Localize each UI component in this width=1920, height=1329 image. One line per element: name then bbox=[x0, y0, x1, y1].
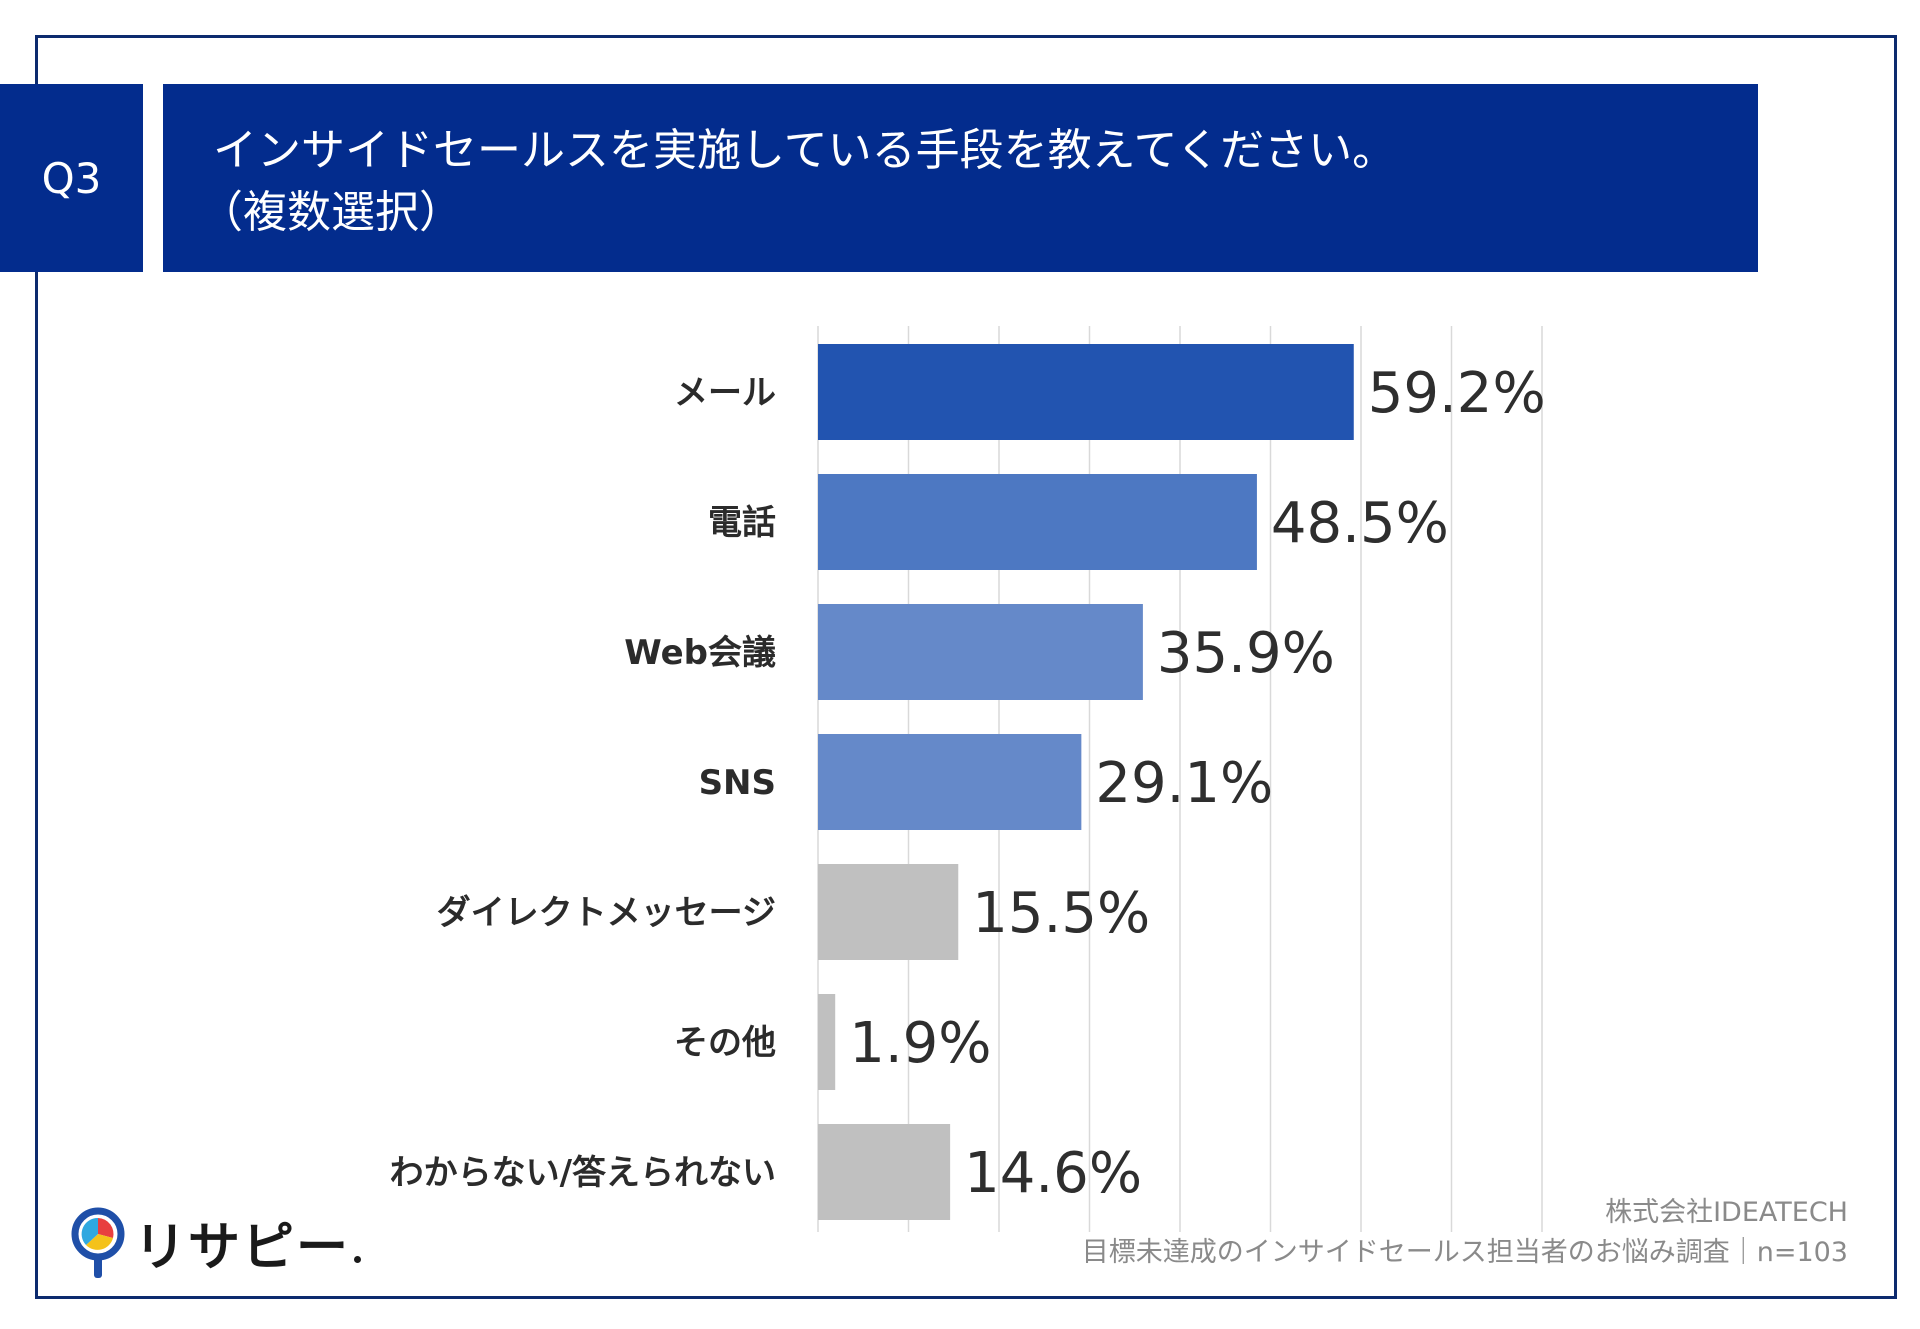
brand-name: リサピー bbox=[134, 1218, 351, 1278]
footer-survey: 目標未達成のインサイドセールス担当者のお悩み調査｜n=103 bbox=[1081, 1237, 1848, 1268]
value-label-4: 15.5% bbox=[972, 881, 1150, 946]
category-label-4: ダイレクトメッセージ bbox=[437, 893, 776, 933]
bar-3 bbox=[818, 734, 1082, 830]
value-label-6: 14.6% bbox=[964, 1141, 1142, 1206]
footer: 株式会社IDEATECH 目標未達成のインサイドセールス担当者のお悩み調査｜n=… bbox=[1082, 1193, 1848, 1273]
chart-frame bbox=[35, 35, 1897, 1299]
value-label-1: 48.5% bbox=[1271, 491, 1449, 556]
bar-5 bbox=[818, 994, 836, 1090]
bar-0 bbox=[818, 344, 1354, 440]
question-badge: Q3 bbox=[0, 84, 143, 272]
value-labels: 59.2% 48.5% 35.9% 29.1% 15.5% 1.9% 14.6% bbox=[849, 361, 1545, 1206]
bars bbox=[818, 344, 1354, 1220]
category-label-6: わからない/答えられない bbox=[390, 1153, 776, 1193]
bar-1 bbox=[818, 474, 1257, 570]
category-label-0: メール bbox=[674, 373, 776, 413]
question-header: インサイドセールスを実施している手段を教えてください。 （複数選択） bbox=[163, 84, 1758, 272]
bar-4 bbox=[818, 864, 959, 960]
category-label-5: その他 bbox=[674, 1023, 776, 1063]
footer-company: 株式会社IDEATECH bbox=[1605, 1197, 1848, 1228]
category-label-3: SNS bbox=[699, 763, 776, 803]
pin-icon bbox=[71, 1207, 125, 1278]
value-label-3: 29.1% bbox=[1095, 751, 1273, 816]
brand-dot bbox=[354, 1256, 362, 1263]
bar-6 bbox=[818, 1124, 951, 1220]
value-label-0: 59.2% bbox=[1368, 361, 1546, 426]
value-label-2: 35.9% bbox=[1157, 621, 1335, 686]
question-note: （複数選択） bbox=[199, 187, 463, 238]
category-label-2: Web会議 bbox=[624, 633, 776, 673]
value-label-5: 1.9% bbox=[849, 1011, 991, 1076]
bar-2 bbox=[818, 604, 1143, 700]
category-label-1: 電話 bbox=[708, 503, 776, 543]
brand-logo: リサピー bbox=[70, 1205, 362, 1280]
question-title: インサイドセールスを実施している手段を教えてください。 bbox=[213, 125, 1397, 176]
